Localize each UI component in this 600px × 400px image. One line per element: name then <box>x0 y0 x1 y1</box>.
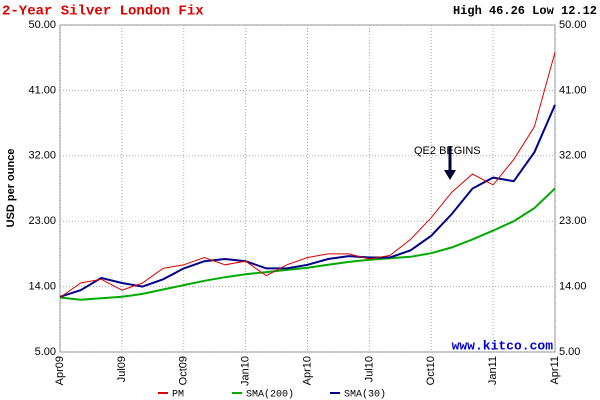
chart-title: 2-Year Silver London Fix <box>2 4 204 20</box>
legend-label: SMA(200) <box>246 389 294 400</box>
series-line <box>59 187 556 301</box>
series-line <box>59 52 556 298</box>
y-axis-label: USD per ounce <box>5 149 17 228</box>
x-tick-label: Apr10 <box>301 356 313 385</box>
y-tick-label: 32.00 <box>28 150 56 162</box>
y-tick-label-right: 23.00 <box>559 215 587 227</box>
x-tick-label: Jul09 <box>116 356 128 382</box>
x-tick-label: Jan10 <box>240 356 252 386</box>
legend-label: PM <box>172 390 184 400</box>
x-tick-label: Oct09 <box>178 356 190 385</box>
y-tick-label: 14.00 <box>28 281 56 293</box>
x-tick-label: Oct10 <box>425 356 437 385</box>
series-line <box>59 104 556 298</box>
x-tick-label: Jan11 <box>487 356 499 385</box>
x-tick-label: Apr11 <box>549 356 561 385</box>
y-tick-label: 23.00 <box>28 215 56 227</box>
legend-label: SMA(30) <box>344 389 386 400</box>
high-low: High 46.26 Low 12.12 <box>453 4 597 18</box>
y-tick-label-right: 41.00 <box>559 84 587 96</box>
y-tick-label-right: 50.00 <box>559 19 587 31</box>
y-tick-label-right: 32.00 <box>559 150 587 162</box>
annotation: QE2 BEGINS <box>414 145 481 157</box>
x-tick-label: Apr09 <box>54 356 66 385</box>
y-tick-label: 5.00 <box>35 346 56 358</box>
y-tick-label: 41.00 <box>28 84 56 96</box>
annotation-arrowhead <box>444 170 456 180</box>
y-tick-label-right: 14.00 <box>559 281 587 293</box>
watermark: www.kitco.com <box>452 338 554 353</box>
y-tick-label: 50.00 <box>28 19 56 31</box>
x-tick-label: Jul10 <box>363 356 375 382</box>
y-tick-label-right: 5.00 <box>559 346 580 358</box>
